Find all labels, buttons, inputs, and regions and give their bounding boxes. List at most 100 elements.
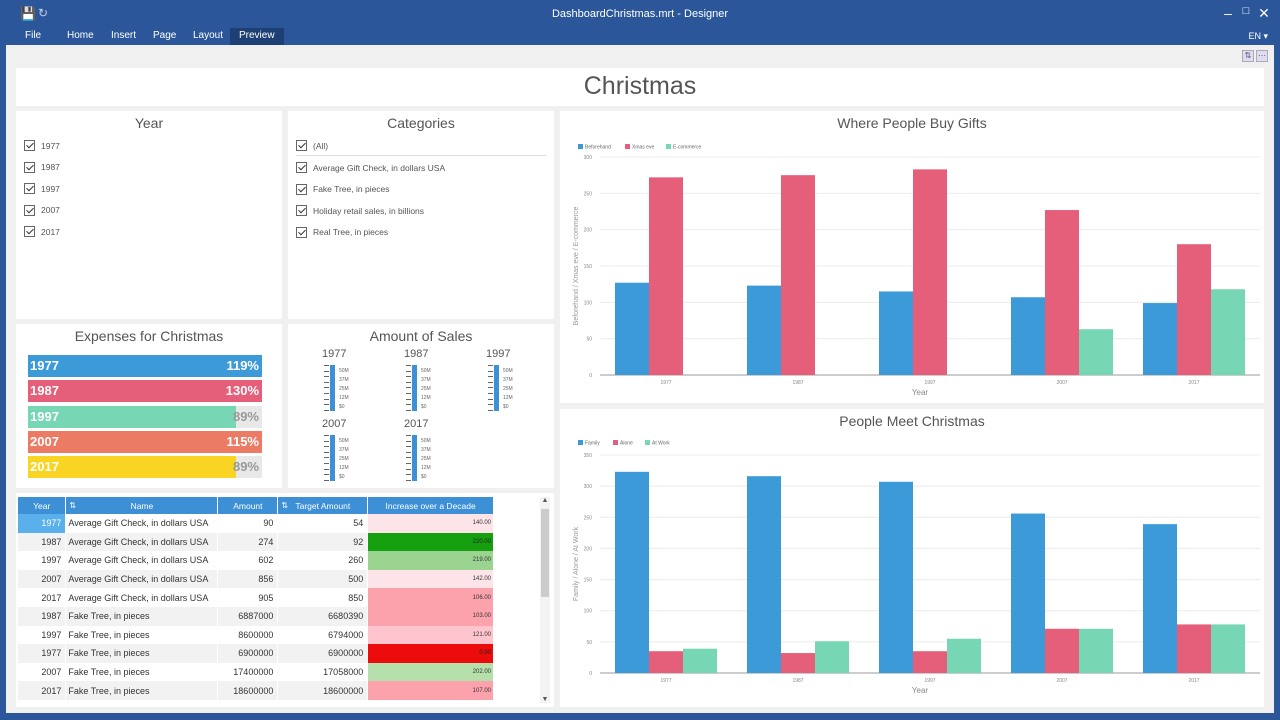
gauge-tick [324,393,329,394]
save-icon[interactable]: 💾 [20,6,37,21]
scroll-up-icon[interactable]: ▲ [541,497,549,504]
table-row[interactable]: 2017 Fake Tree, in pieces 18600000 18600000… [18,681,494,700]
year-checkbox-1987[interactable]: 1987 [24,161,60,173]
refresh-icon[interactable]: ⇅ [1242,50,1254,62]
year-checkbox-label: 1997 [41,183,60,194]
gauge-tick [406,451,411,453]
cell-increase: 107.00 [367,681,494,700]
menu-home[interactable]: Home [67,30,94,41]
gauge-tick [406,365,411,366]
legend-swatch [625,144,630,149]
header-name[interactable]: ⇅ Name [65,497,219,514]
header-year[interactable]: Year [18,497,67,514]
legend-label: E-commerce [673,145,702,151]
cell-name: Average Gift Check, in dollars USA [65,551,219,570]
legend-label: Alone [620,441,633,447]
legend-swatch [578,440,583,445]
table-row[interactable]: 1997 Fake Tree, in pieces 8600000 6794000 12… [18,625,494,645]
header-amount[interactable]: Amount [217,497,279,514]
cell-name: Fake Tree, in pieces [65,625,219,645]
language-selector[interactable]: EN ▾ [1248,31,1268,41]
cell-amount: 274 [217,532,279,552]
category-checkbox[interactable]: Fake Tree, in pieces [296,183,390,195]
category-checkbox-label: Real Tree, in pieces [313,227,389,237]
category-checkbox[interactable]: Real Tree, in pieces [296,226,389,238]
cell-target: 6900000 [277,644,369,663]
table-row[interactable]: 2017 Average Gift Check, in dollars USA 90… [18,588,494,607]
expense-percent: 130% [225,383,259,399]
cell-amount: 90 [217,514,279,533]
gauge-year-label: 1997 [486,348,511,360]
gauge-tick [406,463,411,464]
expense-year: 1977 [30,358,59,373]
chart-meet-panel: People Meet Christmas 0 50 100 150 200 250 300… [560,409,1264,707]
sort-icon: ⇅ [69,500,77,510]
scroll-thumb[interactable] [541,509,549,597]
expenses-panel: Expenses for Christmas 1977 119% 1987 130% 1… [16,324,282,488]
gauge-bar [412,435,417,481]
gauge-tick [324,446,329,448]
gauge-tick [324,463,329,464]
header-target[interactable]: ⇅ Target Amount [277,497,369,514]
menu-page[interactable]: Page [153,30,177,41]
gauge-tick [406,387,411,389]
sales-gauge: 50M 37M 25M 12M $0 [324,365,364,415]
year-checkbox-2007[interactable]: 2007 [24,204,60,216]
expense-year: 1997 [30,408,59,424]
scroll-down-icon[interactable]: ▼ [541,696,549,703]
checkbox-icon [24,140,35,151]
y-tick-label: 150 [584,578,593,584]
menu-layout[interactable]: Layout [193,30,224,41]
sales-gauge: 50M 37M 25M 12M $0 [406,435,446,485]
year-checkbox-1997[interactable]: 1997 [24,183,60,194]
table-row[interactable]: 1977 Fake Tree, in pieces 6900000 6900000 0.… [18,644,494,663]
expense-year: 1987 [30,383,59,399]
year-checkbox-label: 1987 [41,162,60,172]
gauge-scale-label: 37M [421,447,431,453]
gauge-scale-label: $0 [421,474,427,480]
checkbox-icon [24,226,35,237]
gauge-year-label: 1987 [404,348,429,360]
table-row[interactable]: 1987 Average Gift Check, in dollars USA 27… [18,532,494,552]
category-checkbox[interactable]: Average Gift Check, in dollars USA [296,162,445,173]
year-checkbox-label: 2017 [41,226,60,237]
table-scrollbar[interactable]: ▲ ▼ [540,497,550,703]
menu-preview[interactable]: Preview [230,28,284,45]
gauge-scale-label: 50M [339,438,349,444]
menu-insert[interactable]: Insert [111,30,137,41]
window-title: DashboardChristmas.mrt - Designer [551,8,729,20]
table-row[interactable]: 1977 Average Gift Check, in dollars USA 90… [18,514,494,533]
table-row[interactable]: 2007 Average Gift Check, in dollars USA 85… [18,569,494,589]
cell-name: Average Gift Check, in dollars USA [65,532,219,552]
table-row[interactable]: 1997 Average Gift Check, in dollars USA 60… [18,551,494,570]
cell-year: 1987 [18,606,67,626]
menu-file[interactable]: File [25,30,42,41]
gauge-tick [406,381,411,383]
legend-swatch [666,144,671,149]
year-checkbox-1977[interactable]: 1977 [24,140,60,151]
gauge-tick [324,387,329,389]
year-checkbox-2017[interactable]: 2017 [24,226,60,237]
redo-icon[interactable]: ↻ [38,6,49,20]
close-icon[interactable]: ✕ [1258,5,1270,21]
y-tick-label: 250 [584,515,593,521]
year-checkbox-label: 1977 [41,140,60,151]
y-tick-label: 300 [584,484,593,490]
header-target-label: Target Amount [295,500,351,511]
table-row[interactable]: 1987 Fake Tree, in pieces 6887000 6680390 10… [18,606,494,626]
gauge-bar [330,365,335,411]
category-checkbox[interactable]: Holiday retail sales, in billions [296,205,424,216]
cell-amount: 6887000 [217,606,279,626]
more-icon[interactable]: ⋯ [1256,50,1268,62]
y-tick-label: 300 [584,155,593,161]
header-increase[interactable]: Increase over a Decade [367,497,494,514]
title-bar: 💾 ↻ DashboardChristmas.mrt - Designer – … [0,0,1280,28]
legend-label: Xmas eve [632,145,654,151]
minimize-icon[interactable]: – [1224,5,1232,21]
maximize-icon[interactable]: □ [1242,5,1250,17]
cell-year: 1997 [18,625,67,645]
table-row[interactable]: 2007 Fake Tree, in pieces 17400000 17058000… [18,662,494,682]
category-all-checkbox[interactable]: (All) [296,140,328,151]
gauge-tick [488,398,493,400]
bar-family [879,481,913,673]
